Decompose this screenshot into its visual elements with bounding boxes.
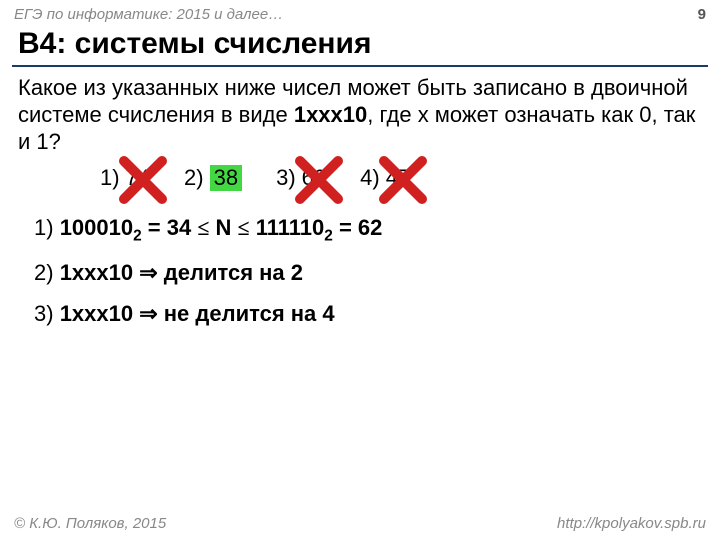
answer-options: 1)74 2)38 3)60 4)47: [0, 165, 720, 191]
option-label: 2): [184, 165, 204, 191]
option-value: 60: [302, 165, 326, 191]
footer-copyright: © К.Ю. Поляков, 2015: [14, 515, 166, 532]
option-label: 1): [100, 165, 120, 191]
question-bold1: 1xxx10: [294, 102, 367, 127]
option-3: 3)60: [276, 165, 326, 191]
option-label: 3): [276, 165, 296, 191]
page-number: 9: [698, 6, 706, 23]
slide-title: B4: системы счисления: [0, 25, 720, 63]
option-4: 4)47: [360, 165, 410, 191]
explain-row-1: 1) 1000102 = 34 ≤ N ≤ 1111102 = 62: [34, 209, 702, 250]
option-value: 47: [386, 165, 410, 191]
option-value: 38: [210, 165, 242, 191]
header-left: ЕГЭ по информатике: 2015 и далее…: [14, 6, 283, 23]
footer-url: http://kpolyakov.spb.ru: [557, 515, 706, 532]
explain-row-2: 2) 1xxx10 ⇒ делится на 2: [34, 254, 702, 291]
option-2: 2)38: [184, 165, 242, 191]
title-rule: [12, 65, 708, 67]
explanation: 1) 1000102 = 34 ≤ N ≤ 1111102 = 62 2) 1xx…: [0, 205, 720, 340]
option-1: 1)74: [100, 165, 150, 191]
option-label: 4): [360, 165, 380, 191]
question-text: Какое из указанных ниже чисел может быть…: [0, 73, 720, 165]
option-value: 74: [126, 165, 150, 191]
explain-row-3: 3) 1xxx10 ⇒ не делится на 4: [34, 295, 702, 332]
